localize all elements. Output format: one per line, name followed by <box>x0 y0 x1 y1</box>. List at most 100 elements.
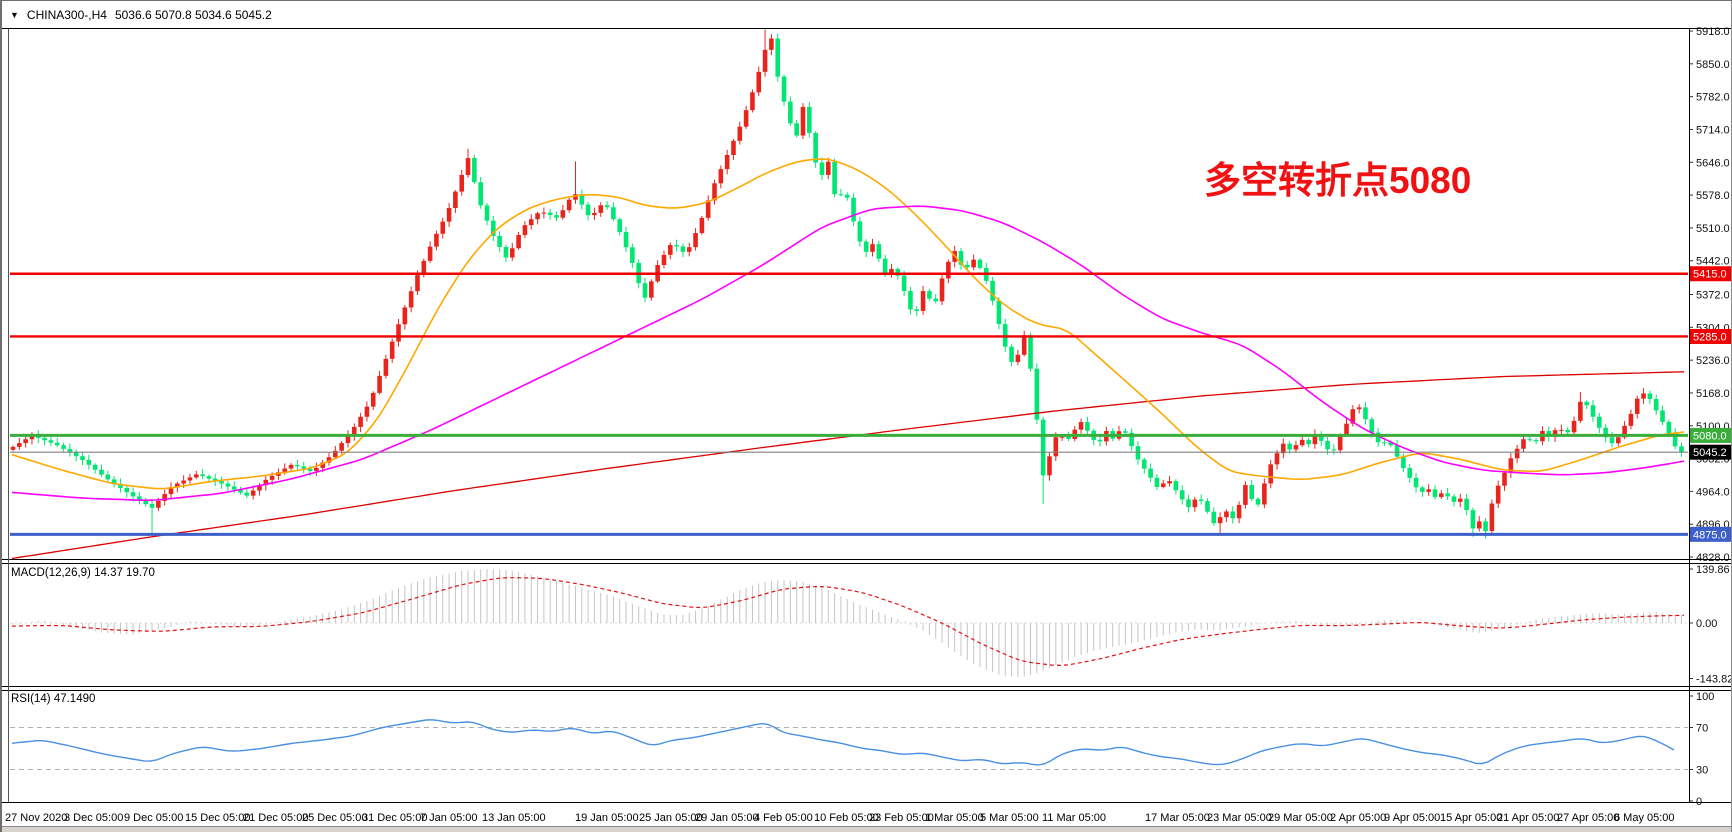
candle <box>901 275 907 291</box>
macd-tick-label: 139.86 <box>1696 564 1730 576</box>
candle <box>497 235 502 247</box>
candle <box>1028 335 1033 369</box>
candle <box>800 106 806 136</box>
rsi-tick-label: 100 <box>1696 691 1714 703</box>
candle <box>927 291 932 299</box>
price-tag-text: 5285.0 <box>1693 331 1727 343</box>
rsi-panel <box>10 719 1688 770</box>
candle <box>769 38 774 50</box>
candle <box>181 480 186 484</box>
candle <box>238 489 243 493</box>
candle <box>579 194 585 205</box>
collapse-triangle-icon[interactable]: ▼ <box>10 9 19 20</box>
candle <box>156 500 161 508</box>
candle <box>1217 517 1223 524</box>
time-label: 29 Jan 05:00 <box>695 812 759 824</box>
price-tag-text: 4875.0 <box>1693 529 1727 541</box>
candle <box>832 161 837 195</box>
candle <box>339 443 344 451</box>
ma-magenta-line[interactable] <box>11 205 1685 502</box>
candle <box>598 205 604 213</box>
price-axis[interactable]: 5918.0 5850.0 5782.0 5714.0 5646.0 5578.0 5510… <box>1689 26 1732 808</box>
candle <box>1281 443 1286 454</box>
time-label: 7 Jan 05:00 <box>420 812 478 824</box>
price-tag-4875.0 <box>1690 526 1731 542</box>
candle <box>1066 436 1071 439</box>
candle <box>503 246 509 258</box>
candle <box>762 49 768 72</box>
candle <box>1672 433 1678 447</box>
y-tick-label: 5510.0 <box>1696 223 1730 235</box>
candle <box>1198 499 1204 502</box>
candle <box>1609 437 1615 444</box>
rsi-tick-label: 70 <box>1696 723 1708 735</box>
candle <box>889 268 894 276</box>
candle <box>459 174 465 192</box>
candle <box>1622 425 1627 438</box>
candle <box>288 464 294 469</box>
candle <box>781 76 787 102</box>
candle <box>408 291 414 308</box>
candle <box>965 264 970 268</box>
candle <box>819 162 825 175</box>
candle <box>971 259 976 268</box>
candle <box>54 442 60 446</box>
candle <box>990 280 995 301</box>
candle <box>1173 481 1179 491</box>
candle <box>1464 498 1469 511</box>
candle <box>1641 393 1646 399</box>
candle <box>573 194 578 200</box>
candle <box>851 197 856 222</box>
candle <box>301 466 307 469</box>
candle <box>427 246 433 261</box>
macd-tick-label: -143.82 <box>1696 674 1732 686</box>
candle <box>825 161 831 175</box>
candle <box>1318 434 1324 441</box>
candle <box>705 200 711 218</box>
candle <box>958 251 964 265</box>
y-tick-label: 5236.0 <box>1696 355 1730 367</box>
candle <box>882 258 888 276</box>
ohlc-values: 5036.6 5070.8 5034.6 5045.2 <box>114 7 272 22</box>
candle <box>244 492 250 496</box>
candle <box>1489 503 1495 532</box>
candle <box>516 235 521 249</box>
chart-text-annotation[interactable]: 多空转折点5080 <box>1204 160 1472 201</box>
price-tag-5080.0 <box>1690 427 1731 443</box>
ma-red-line[interactable] <box>11 371 1685 560</box>
candle <box>73 452 79 457</box>
candle <box>389 341 395 359</box>
candle <box>1647 393 1653 400</box>
candle <box>396 324 401 342</box>
time-label: 23 Mar 05:00 <box>1207 812 1272 824</box>
candle <box>1078 422 1084 430</box>
candle <box>1508 458 1514 473</box>
ma-orange-line[interactable] <box>11 158 1685 490</box>
candle <box>1262 483 1267 505</box>
candle <box>1375 432 1381 443</box>
candle <box>231 486 237 490</box>
candle <box>370 392 376 407</box>
candle <box>1123 431 1128 433</box>
candle <box>333 450 338 458</box>
candle <box>1053 437 1059 457</box>
candle <box>92 464 98 470</box>
candle <box>838 194 844 196</box>
time-label: 27 Nov 2020 <box>5 812 67 824</box>
rsi-line[interactable] <box>11 719 1675 766</box>
candle <box>187 477 193 481</box>
candle <box>1148 468 1153 478</box>
candle <box>80 456 85 460</box>
macd-signal-line[interactable] <box>11 577 1685 667</box>
candle <box>1451 496 1457 502</box>
price-tag-5045.2 <box>1690 444 1731 460</box>
candle <box>1021 335 1027 355</box>
candle <box>863 241 869 252</box>
candle <box>111 479 117 484</box>
candle <box>686 247 692 252</box>
candle <box>263 479 269 486</box>
candle <box>794 123 799 136</box>
candle <box>225 483 231 487</box>
